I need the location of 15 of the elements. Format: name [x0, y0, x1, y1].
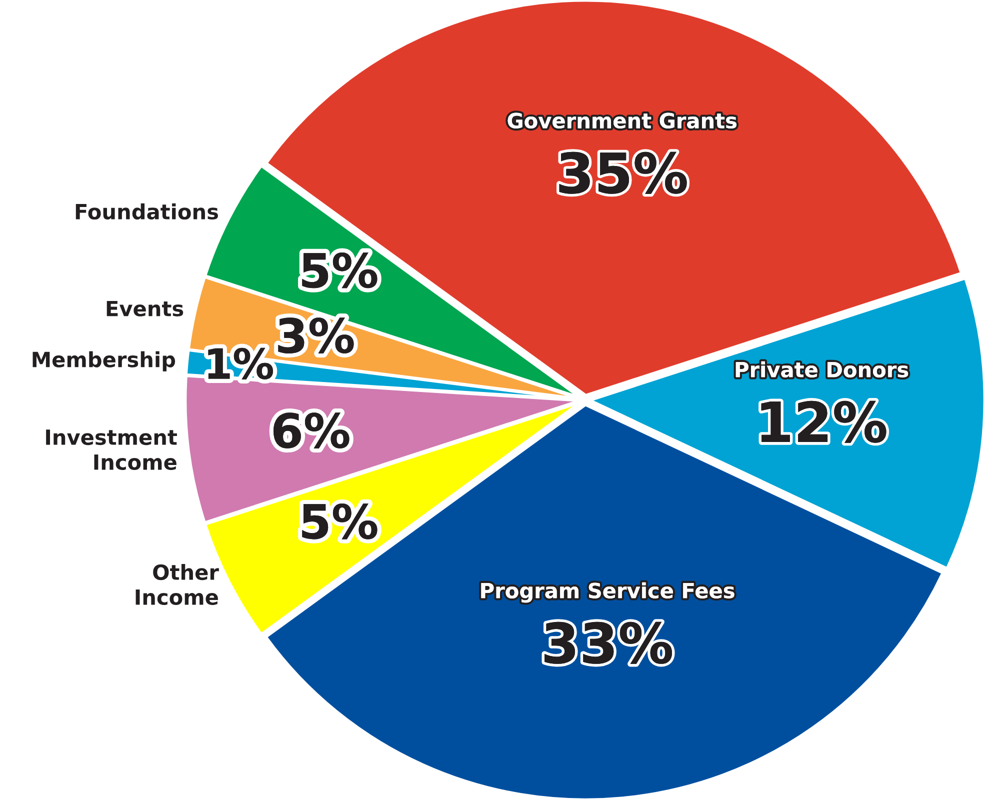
data-label: 5%	[302, 252, 378, 288]
data-label: 35%	[559, 152, 687, 194]
slice-label: Private Donors	[736, 361, 908, 378]
data-label: 12%	[761, 400, 886, 443]
slice-label: Investment Income	[46, 430, 177, 470]
data-label: 3%	[278, 318, 354, 354]
slice-label: Events	[106, 300, 184, 316]
slice-label: Other Income	[136, 564, 219, 605]
data-label: 6%	[274, 412, 350, 448]
slice-label: Foundations	[76, 203, 218, 220]
data-label: 5%	[302, 504, 378, 540]
data-label: 33%	[544, 622, 672, 664]
slice-label: Membership	[32, 351, 176, 372]
slice-label: Program Service Fees	[481, 582, 734, 603]
slice-label: Government Grants	[508, 112, 736, 129]
